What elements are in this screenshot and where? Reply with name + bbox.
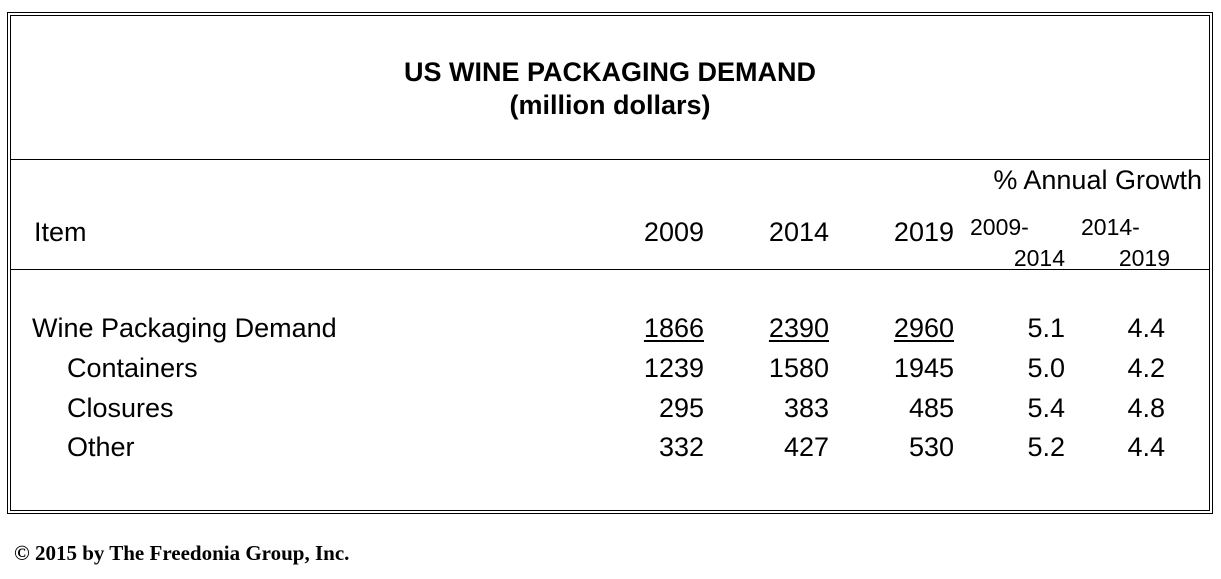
table-outer-border — [7, 12, 1213, 514]
growth-group-header: % Annual Growth — [993, 165, 1202, 195]
cell-closures-2019: 485 — [908, 393, 954, 423]
cell-containers-growth-2: 4.2 — [1127, 353, 1165, 383]
cell-other-2009: 332 — [658, 432, 704, 462]
copyright-notice: © 2015 by The Freedonia Group, Inc. — [14, 541, 350, 565]
cell-total-2009: 1866 — [643, 313, 704, 343]
cell-total-2019: 2960 — [893, 313, 954, 343]
cell-total-2014: 2390 — [768, 313, 829, 343]
cell-closures-2009: 295 — [658, 393, 704, 423]
item-column-header: Item — [34, 217, 87, 247]
cell-containers-2014: 1580 — [768, 353, 829, 383]
growth-period-1-end: 2014 — [1013, 245, 1065, 271]
cell-total-growth-2: 4.4 — [1127, 313, 1165, 343]
cell-other-growth-2: 4.4 — [1127, 432, 1165, 462]
row-label-other: Other — [67, 432, 135, 462]
row-label-total: Wine Packaging Demand — [32, 313, 337, 343]
cell-containers-2009: 1239 — [643, 353, 704, 383]
growth-period-2-end: 2019 — [1118, 245, 1170, 271]
row-label-closures: Closures — [67, 393, 174, 423]
cell-other-growth-1: 5.2 — [1027, 432, 1065, 462]
cell-total-growth-1: 5.1 — [1027, 313, 1065, 343]
cell-closures-2014: 383 — [783, 393, 829, 423]
growth-period-2-start: 2014- — [1081, 214, 1140, 240]
year-header-2009: 2009 — [643, 217, 704, 247]
header-top-rule — [10, 159, 1210, 160]
chart-subtitle: (million dollars) — [509, 90, 711, 120]
growth-period-1-start: 2009- — [970, 214, 1029, 240]
cell-closures-growth-2: 4.8 — [1127, 393, 1165, 423]
table-inner-border — [10, 15, 1210, 511]
cell-other-2014: 427 — [783, 432, 829, 462]
year-header-2019: 2019 — [893, 217, 954, 247]
cell-closures-growth-1: 5.4 — [1027, 393, 1065, 423]
chart-title: US WINE PACKAGING DEMAND — [403, 57, 816, 87]
cell-containers-growth-1: 5.0 — [1027, 353, 1065, 383]
year-header-2014: 2014 — [768, 217, 829, 247]
row-label-containers: Containers — [67, 353, 198, 383]
cell-other-2019: 530 — [908, 432, 954, 462]
cell-containers-2019: 1945 — [893, 353, 954, 383]
header-bottom-rule — [10, 269, 1210, 270]
